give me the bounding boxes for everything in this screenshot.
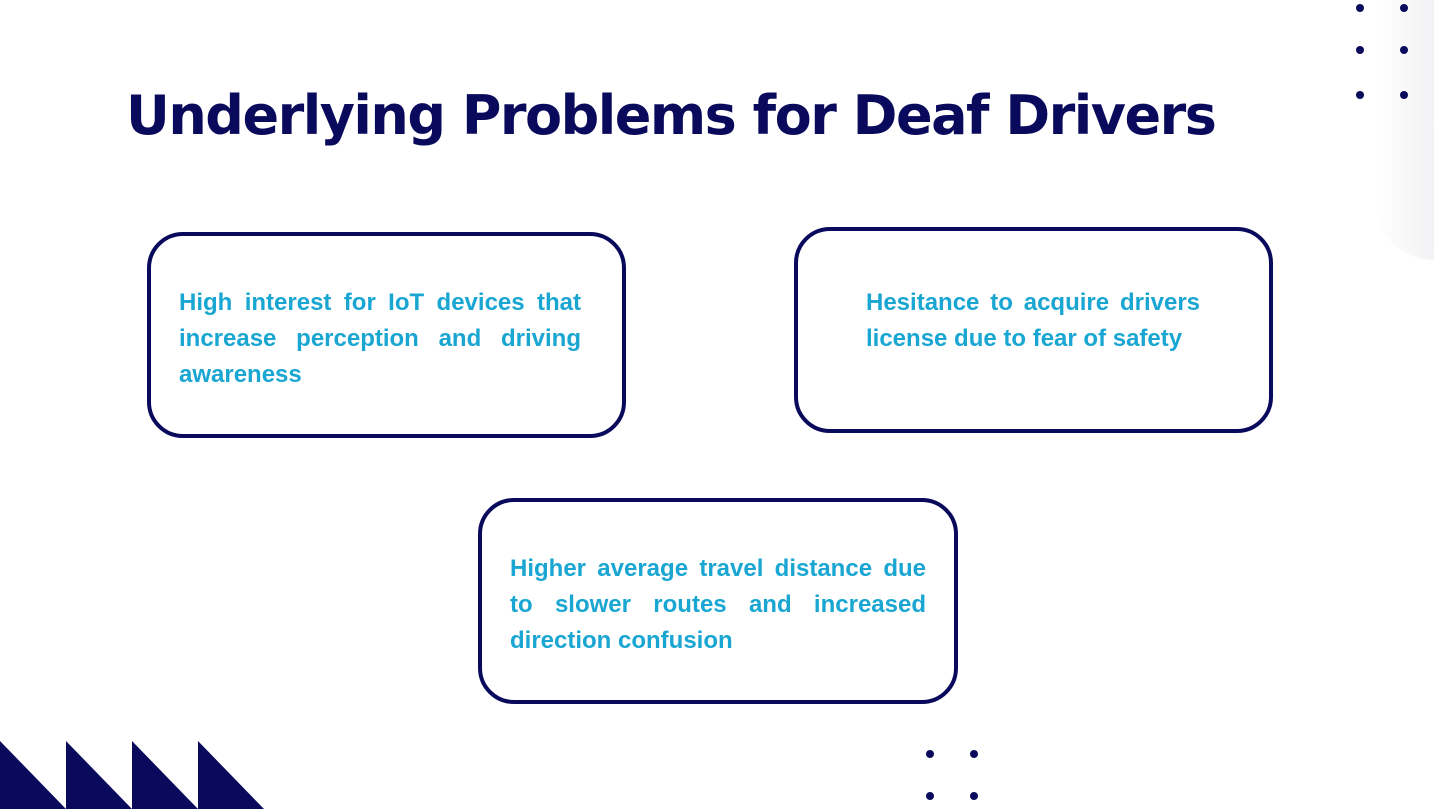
problem-card-license-hesitance: Hesitance to acquire drivers license due… [794,227,1273,433]
dot-grid-icon [1350,0,1420,110]
card-text: Higher average travel distance due to sl… [510,555,926,654]
slide-title: Underlying Problems for Deaf Drivers [126,84,1217,147]
dot-grid-icon [920,740,990,809]
card-text: Hesitance to acquire drivers license due… [866,289,1200,352]
decorative-shadow [1374,0,1434,260]
card-text: High interest for IoT devices that incre… [179,289,581,388]
triangle-pattern-icon [0,741,264,809]
problem-card-travel-distance: Higher average travel distance due to sl… [478,498,958,704]
problem-card-iot-interest: High interest for IoT devices that incre… [147,232,626,438]
